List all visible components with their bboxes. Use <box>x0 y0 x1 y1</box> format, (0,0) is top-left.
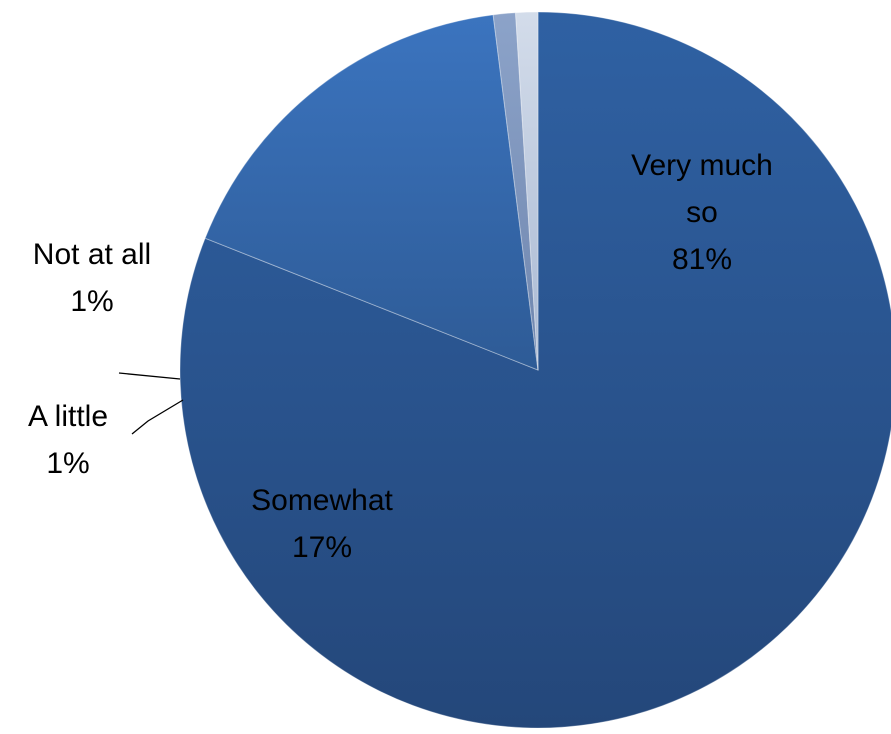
data-label-very-much-so: Very much so 81% <box>631 149 773 276</box>
leader-lines <box>118 372 184 435</box>
pie-slice-a-little <box>492 12 539 371</box>
pie-slices <box>179 11 891 729</box>
pie-slice-not-at-all <box>514 11 539 371</box>
data-label-not-at-all: Not at all 1% <box>33 238 151 318</box>
data-label-a-little: A little 1% <box>28 400 108 480</box>
slice-labels: Very much so 81% Somewhat 17% A little 1% Not a… <box>28 149 773 564</box>
leader-line-a-little <box>131 399 184 435</box>
data-label-somewhat: Somewhat 17% <box>251 484 393 564</box>
pie-slice-somewhat <box>204 14 539 371</box>
pie-slice-very-much-so <box>179 11 891 729</box>
leader-line-not-at-all <box>118 372 181 380</box>
